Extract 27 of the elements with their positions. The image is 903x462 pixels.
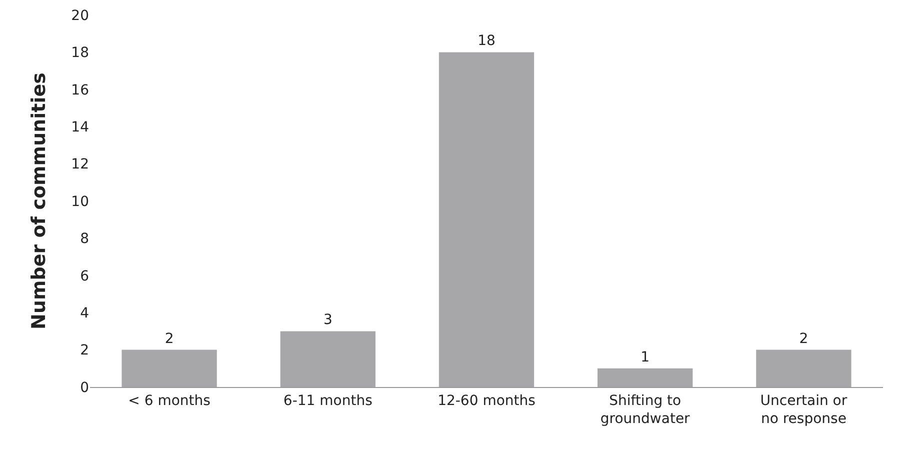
x-tick-label: Shifting to groundwater — [600, 392, 690, 427]
bar — [438, 52, 534, 387]
x-tick-label: Uncertain or no response — [760, 392, 848, 427]
data-label: 18 — [478, 33, 496, 50]
bar — [280, 331, 376, 387]
y-tick-label: 10 — [71, 194, 89, 210]
bar — [122, 350, 217, 387]
data-label: 2 — [164, 330, 174, 347]
y-tick-label: 20 — [71, 8, 89, 24]
bar — [756, 350, 852, 387]
y-tick-label: 8 — [80, 231, 89, 248]
x-tick-label: 12-60 months — [438, 392, 536, 409]
y-tick-label: 18 — [71, 45, 89, 62]
y-tick-label: 16 — [71, 82, 90, 98]
x-tick-label: < 6 months — [128, 392, 210, 409]
x-tick-label: 6-11 months — [283, 392, 372, 409]
data-label: 3 — [323, 312, 332, 328]
y-tick-label: 14 — [71, 120, 90, 136]
y-tick-label: 4 — [80, 306, 90, 322]
y-tick-label: 0 — [80, 380, 89, 396]
bar — [598, 368, 693, 387]
y-tick-label: 2 — [80, 342, 89, 359]
y-axis-title: Number of communities — [28, 72, 50, 330]
y-tick-label: 6 — [80, 268, 90, 284]
data-label: 1 — [640, 349, 650, 366]
data-label: 2 — [799, 330, 808, 347]
y-tick-label: 12 — [71, 156, 89, 173]
